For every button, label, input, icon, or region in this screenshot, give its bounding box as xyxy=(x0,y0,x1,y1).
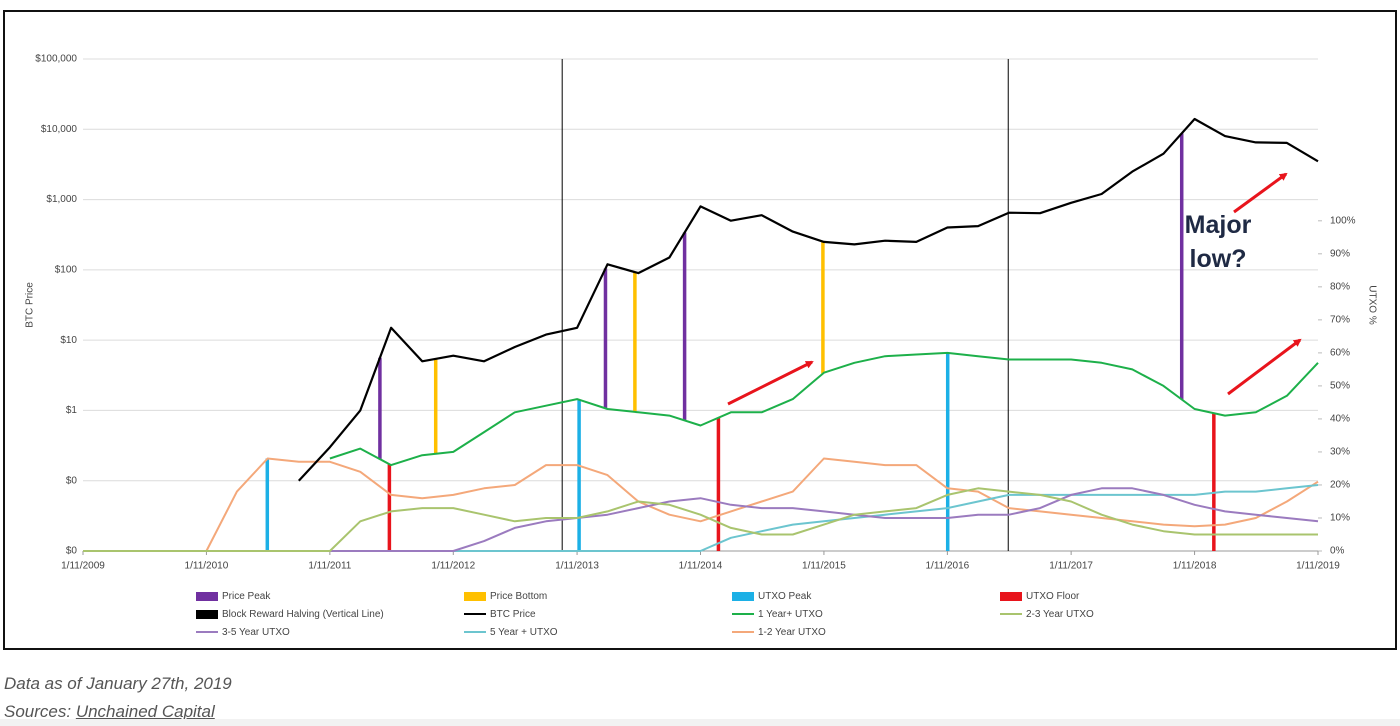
x-tick-label: 1/11/2019 xyxy=(1296,561,1340,572)
y2-tick-label: 30% xyxy=(1330,447,1350,458)
legend-swatch xyxy=(464,631,486,633)
y2-tick-label: 10% xyxy=(1330,513,1350,524)
legend-label: BTC Price xyxy=(490,608,536,620)
y-tick-label: $100 xyxy=(55,264,78,275)
y2-tick-label: 60% xyxy=(1330,348,1350,359)
y-axis-label: BTC Price xyxy=(25,282,36,328)
annotation: Major low? xyxy=(1184,211,1252,273)
sources-link[interactable]: Unchained Capital xyxy=(75,702,215,721)
legend-item: BTC Price xyxy=(464,606,732,622)
legend-item: Block Reward Halving (Vertical Line) xyxy=(196,606,464,622)
legend-label: 1 Year+ UTXO xyxy=(758,608,823,620)
arrow xyxy=(727,360,814,406)
series-line xyxy=(83,457,1319,552)
legend-swatch xyxy=(732,631,754,633)
legend: Price Peak Price Bottom UTXO Peak UTXO Floo… xyxy=(196,588,1268,640)
y-tick-label: $100,000 xyxy=(35,54,77,65)
chart: BTC Price UTXO % $0 $0 $1 $10 $100 $1,000 $10,… xyxy=(25,54,1378,572)
x-tick-label: 1/11/2009 xyxy=(61,561,105,572)
y-tick-label: $1 xyxy=(66,405,78,416)
x-tick-label: 1/11/2010 xyxy=(185,561,229,572)
series-line xyxy=(297,117,1319,482)
legend-label: 2-3 Year UTXO xyxy=(1026,608,1094,620)
y2-tick-label: 20% xyxy=(1330,480,1350,491)
y2-tick-label: 90% xyxy=(1330,248,1350,259)
chart-frame xyxy=(3,10,1397,650)
legend-label: 3-5 Year UTXO xyxy=(222,626,290,638)
y2-tick-label: 80% xyxy=(1330,281,1350,292)
x-tick-label: 1/11/2012 xyxy=(431,561,475,572)
y-tick-label: $0 xyxy=(66,546,78,557)
legend-item: UTXO Floor xyxy=(1000,588,1268,604)
legend-label: UTXO Floor xyxy=(1026,590,1080,602)
legend-item: 2-3 Year UTXO xyxy=(1000,606,1268,622)
legend-swatch xyxy=(1000,613,1022,615)
y-tick-label: $0 xyxy=(66,475,78,486)
y2-tick-label: 100% xyxy=(1330,215,1356,226)
x-tick-label: 1/11/2017 xyxy=(1049,561,1093,572)
series-line xyxy=(83,487,1318,552)
note: Data as of January 27th, 2019 xyxy=(4,674,232,693)
y-tick-label: $10,000 xyxy=(41,124,78,135)
y2-tick-label: 0% xyxy=(1330,546,1345,557)
legend-label: Price Peak xyxy=(222,590,271,602)
legend-item: Price Peak xyxy=(196,588,464,604)
y-tick-label: $10 xyxy=(60,335,77,346)
legend-swatch xyxy=(464,613,486,615)
legend-swatch xyxy=(196,609,218,619)
legend-swatch xyxy=(196,591,218,601)
legend-label: 1-2 Year UTXO xyxy=(758,626,826,638)
y2-tick-label: 70% xyxy=(1330,314,1350,325)
legend-item: UTXO Peak xyxy=(732,588,1000,604)
legend-swatch xyxy=(196,631,218,633)
legend-item: 1 Year+ UTXO xyxy=(732,606,1000,622)
legend-label: UTXO Peak xyxy=(758,590,812,602)
plot-area xyxy=(83,59,1319,552)
legend-label: Block Reward Halving (Vertical Line) xyxy=(222,608,384,620)
bottom-bar xyxy=(0,719,1400,726)
sources-label: Sources: xyxy=(4,702,72,721)
y-tick-label: $1,000 xyxy=(46,194,77,205)
legend-item: 3-5 Year UTXO xyxy=(196,624,464,640)
x-tick-label: 1/11/2013 xyxy=(555,561,599,572)
sources: Sources: Unchained Capital xyxy=(4,698,232,726)
y2-axis-label: UTXO % xyxy=(1366,285,1377,325)
x-tick-label: 1/11/2016 xyxy=(925,561,969,572)
legend-swatch xyxy=(732,591,754,601)
legend-swatch xyxy=(732,613,754,615)
legend-swatch xyxy=(464,591,486,601)
x-tick-label: 1/11/2015 xyxy=(802,561,846,572)
grid: $0 $0 $1 $10 $100 $1,000 $10,000 $100,000 0% 10% 2… xyxy=(35,54,1355,572)
x-tick-label: 1/11/2011 xyxy=(308,561,351,572)
y2-tick-label: 40% xyxy=(1330,414,1350,425)
x-tick-label: 1/11/2014 xyxy=(679,561,723,572)
legend-item: 5 Year + UTXO xyxy=(464,624,732,640)
arrow xyxy=(1233,172,1288,214)
x-tick-label: 1/11/2018 xyxy=(1173,561,1217,572)
legend-item: Price Bottom xyxy=(464,588,732,604)
series-line xyxy=(329,351,1319,467)
legend-label: Price Bottom xyxy=(490,590,548,602)
y2-tick-label: 50% xyxy=(1330,381,1350,392)
legend-label: 5 Year + UTXO xyxy=(490,626,558,638)
caption: Data as of January 27th, 2019 Sources: U… xyxy=(4,670,232,726)
legend-swatch xyxy=(1000,591,1022,601)
arrows xyxy=(727,172,1302,406)
legend-item: 1-2 Year UTXO xyxy=(732,624,1000,640)
arrow xyxy=(1227,338,1302,396)
